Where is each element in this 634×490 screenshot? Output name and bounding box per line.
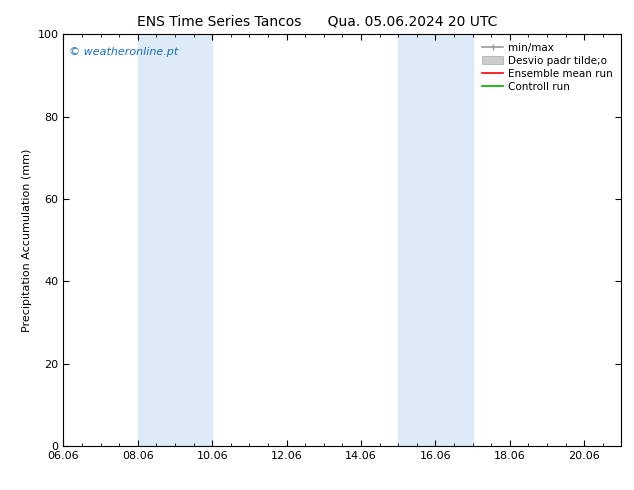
Text: ENS Time Series Tancos      Qua. 05.06.2024 20 UTC: ENS Time Series Tancos Qua. 05.06.2024 2… [137,15,497,29]
Bar [398,34,472,446]
Y-axis label: Precipitation Accumulation (mm): Precipitation Accumulation (mm) [22,148,32,332]
Bar [138,34,212,446]
Legend: min/max, Desvio padr tilde;o, Ensemble mean run, Controll run: min/max, Desvio padr tilde;o, Ensemble m… [479,40,616,95]
Text: © weatheronline.pt: © weatheronline.pt [69,47,178,57]
